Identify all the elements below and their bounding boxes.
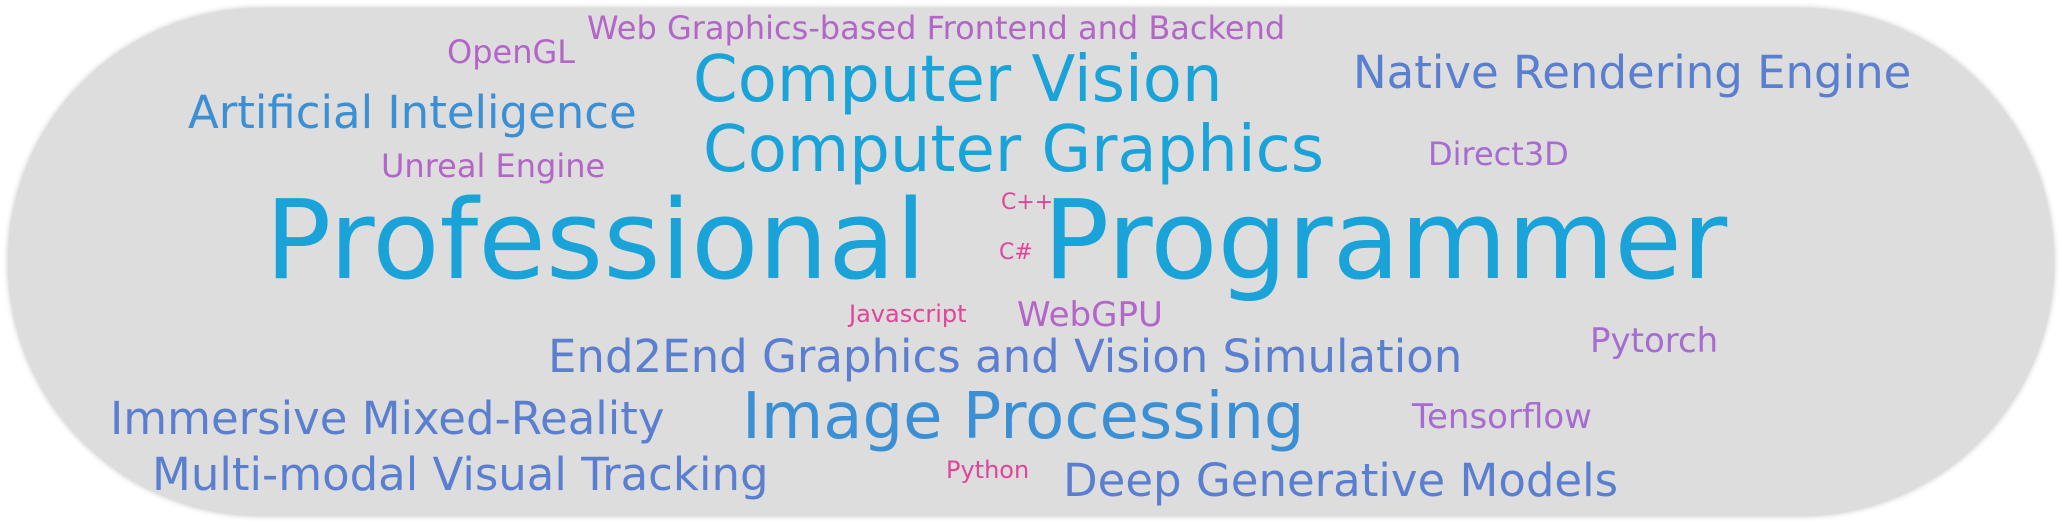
- word-javascript: Javascript: [849, 300, 967, 328]
- word-multimodal: Multi-modal Visual Tracking: [152, 448, 769, 501]
- word-deep-generative: Deep Generative Models: [1063, 454, 1619, 507]
- word-programmer: Programmer: [1043, 176, 1728, 304]
- word-computer-vision: Computer Vision: [693, 43, 1223, 117]
- word-professional: Professional: [265, 176, 927, 304]
- word-image-processing: Image Processing: [742, 380, 1305, 454]
- word-artificial-intelligence: Artificial Inteligence: [188, 86, 637, 139]
- word-web-graphics: Web Graphics-based Frontend and Backend: [587, 9, 1286, 47]
- word-webgpu: WebGPU: [1017, 295, 1163, 335]
- word-unreal-engine: Unreal Engine: [381, 147, 606, 185]
- word-immersive: Immersive Mixed-Reality: [110, 392, 665, 445]
- word-direct3d: Direct3D: [1428, 135, 1569, 173]
- word-cloud-background: [8, 8, 2054, 516]
- word-cpp: C++: [1001, 190, 1054, 215]
- word-computer-graphics: Computer Graphics: [703, 113, 1325, 187]
- word-end2end: End2End Graphics and Vision Simulation: [548, 330, 1463, 383]
- word-pytorch: Pytorch: [1590, 321, 1719, 361]
- word-tensorflow: Tensorflow: [1412, 397, 1592, 437]
- word-opengl: OpenGL: [447, 33, 576, 71]
- word-python: Python: [946, 456, 1030, 484]
- word-csharp: C#: [999, 240, 1033, 265]
- word-native-rendering-engine: Native Rendering Engine: [1353, 46, 1912, 99]
